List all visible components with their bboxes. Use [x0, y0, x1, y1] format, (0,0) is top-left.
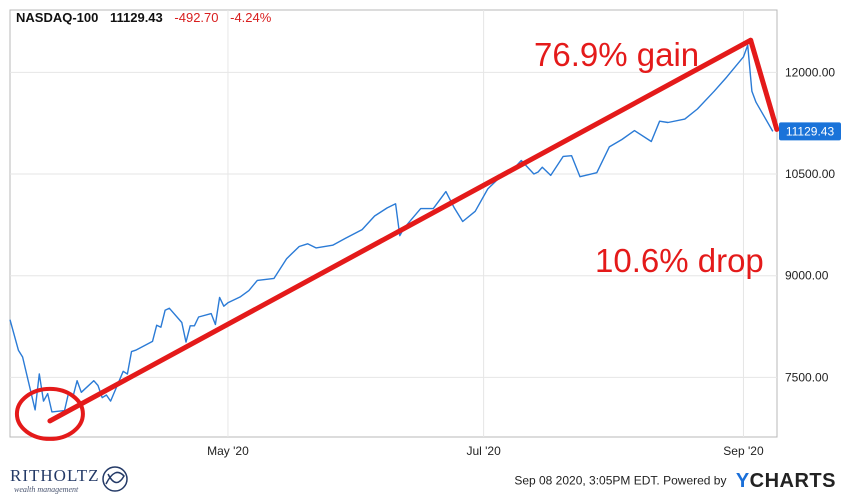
price-change-percent: -4.24% — [230, 10, 272, 25]
y-tick-label: 10500.00 — [785, 167, 835, 181]
x-tick-label: May '20 — [207, 444, 249, 458]
low-point-circle — [14, 386, 85, 441]
logo-emblem-icon — [102, 466, 128, 492]
plot-frame — [9, 9, 778, 438]
gain-annotation: 76.9% gain — [534, 36, 699, 73]
symbol-label: NASDAQ-100 — [16, 10, 99, 25]
gain-arrow-line — [47, 37, 754, 424]
annotation-layer: 76.9% gain 10.6% drop — [14, 36, 780, 441]
ycharts-logo-text: CHARTS — [749, 470, 836, 492]
x-tick-label: Sep '20 — [723, 444, 764, 458]
series-line — [9, 44, 774, 413]
logo-name: RITHOLTZ — [10, 466, 100, 485]
drop-arrow-line — [748, 37, 780, 132]
powered-by-label: Powered by — [663, 473, 727, 488]
ycharts-logo[interactable]: YCHARTS — [736, 470, 836, 492]
axis-layer: 7500.00 9000.00 10500.00 12000.00 May '20 Jul… — [207, 65, 841, 458]
drop-annotation: 10.6% drop — [595, 242, 764, 279]
last-price: 11129.43 — [109, 10, 163, 25]
y-tick-label: 7500.00 — [785, 370, 829, 384]
series-layer — [9, 44, 774, 413]
chart-header: NASDAQ-100 11129.43 -492.70 -4.24% — [16, 10, 279, 25]
ycharts-logo-y: Y — [735, 470, 750, 492]
last-value-label: 11129.43 — [786, 124, 835, 138]
chart-footer: Sep 08 2020, 3:05PM EDT. Powered by YCHA… — [514, 470, 836, 493]
logo-tagline: wealth management — [14, 485, 79, 494]
y-tick-label: 9000.00 — [785, 269, 829, 283]
last-value-tag — [779, 122, 841, 141]
ritholtz-logo: RITHOLTZ wealth management — [10, 466, 130, 496]
price-change: -492.70 — [174, 10, 219, 25]
grid-layer — [10, 10, 777, 437]
timestamp: Sep 08 2020, 3:05PM EDT. — [514, 473, 660, 488]
y-tick-label: 12000.00 — [785, 65, 835, 79]
x-tick-label: Jul '20 — [466, 444, 501, 458]
